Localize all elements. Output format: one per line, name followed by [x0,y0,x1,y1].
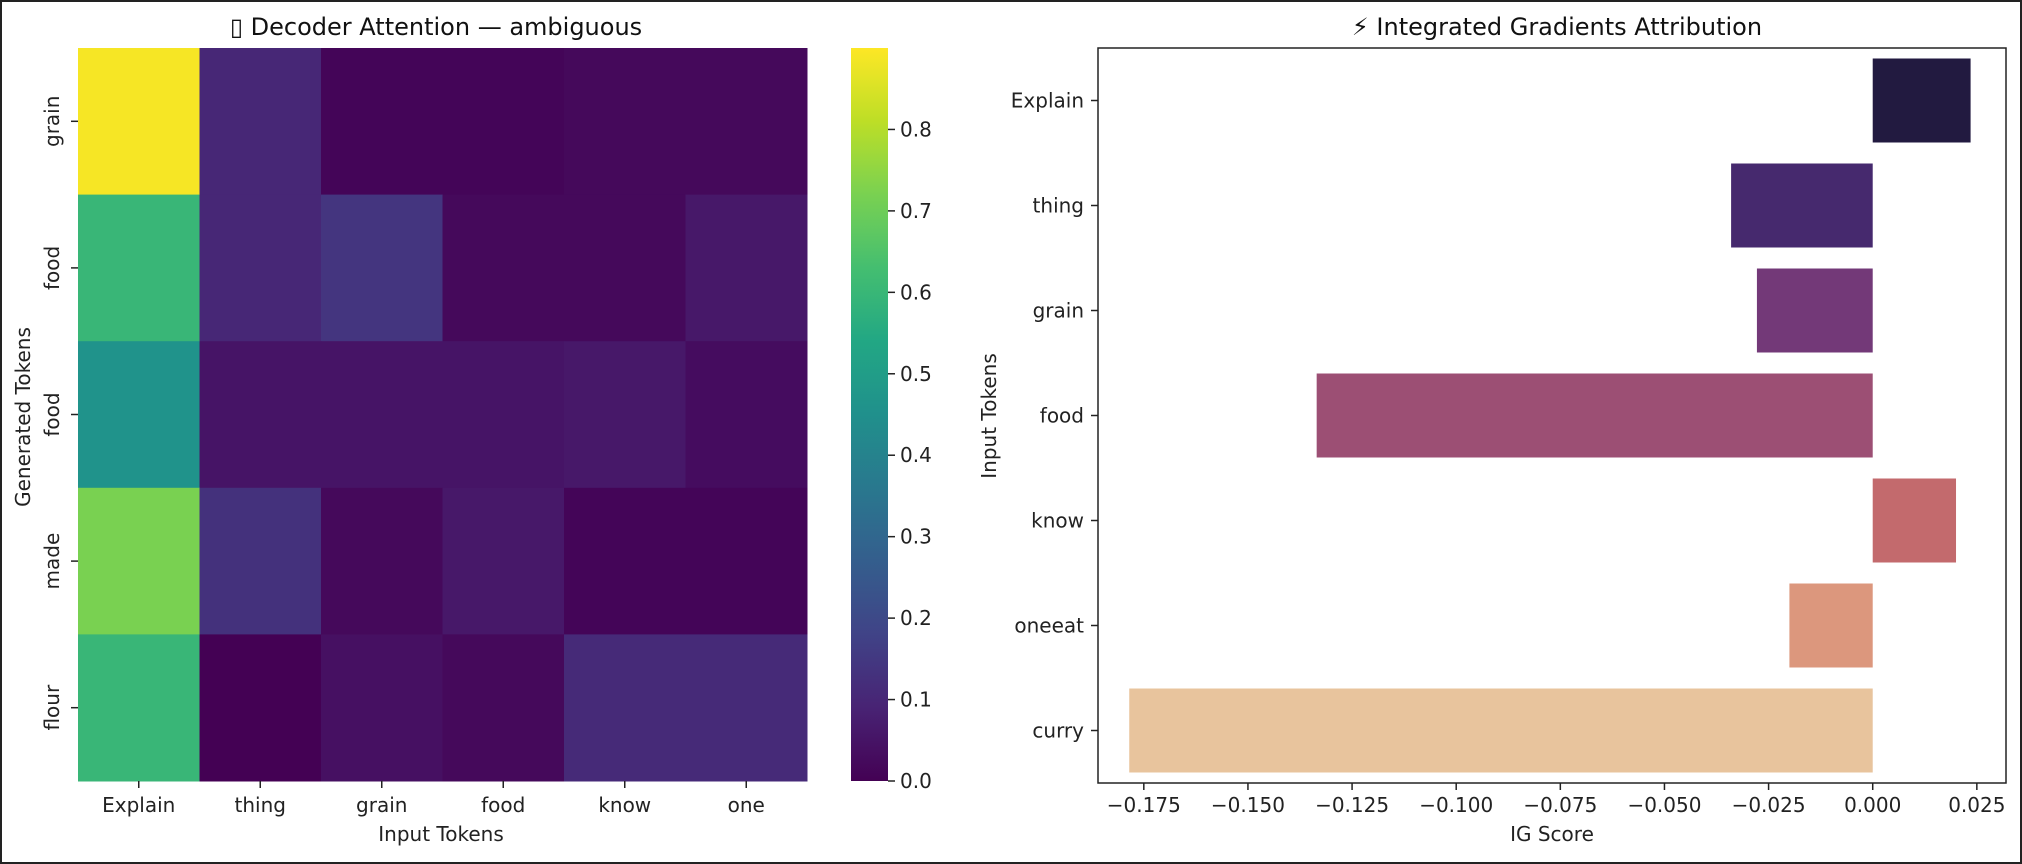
heatmap-cell [564,341,686,489]
colorbar: 0.0 0.1 0.2 0.3 0.4 0.5 0.6 0.7 0.8 [851,48,932,793]
heatmap-x-ticks: Explain thing grain food know one [102,781,765,817]
heatmap-cell [685,341,808,489]
colorbar-tick-label: 0.2 [900,606,932,630]
bar-y-tick-label: curry [1032,719,1084,743]
bar-chart-y-axis-label: Input Tokens [977,353,1001,478]
bar-chart-axes: Explain thing grain food know oneeat curry −0.1… [1011,47,2007,817]
bar-x-tick-label: −0.050 [1627,793,1701,817]
colorbar-tick-label: 0.3 [900,525,932,549]
heatmap-cell [442,48,565,196]
heatmap-y-tick-label: food [40,392,64,436]
bar-x-tick-label: −0.075 [1523,793,1597,817]
bar-y-tick-label: grain [1033,299,1084,323]
heatmap-x-tick-label: food [481,793,525,817]
heatmap-x-axis-label: Input Tokens [378,822,503,846]
bar-y-tick-label: food [1040,404,1084,428]
heatmap-cell [442,341,565,489]
heatmap-cell [321,487,443,635]
ig-bar [1316,373,1873,458]
colorbar-gradient [851,48,888,781]
heatmap-y-ticks: grain food food made flour [40,96,78,731]
heatmap-cell [199,487,322,635]
heatmap-x-tick-label: grain [356,793,407,817]
heatmap-cell [199,194,322,342]
colorbar-tick-label: 0.7 [900,199,932,223]
heatmap-x-tick-label: thing [235,793,286,817]
bar-x-tick-label: −0.150 [1211,793,1285,817]
bar-y-tick-label: know [1031,509,1084,533]
heatmap-y-tick-label: flour [40,684,64,731]
bar-y-tick-label: oneeat [1014,614,1084,638]
heatmap-cell [199,48,322,196]
heatmap-cell [321,341,443,489]
heatmap-cell [321,634,443,782]
bar-y-tick-label: Explain [1011,89,1084,113]
heatmap-cell [199,341,322,489]
ig-bar [1756,268,1873,353]
heatmap-y-tick-label: food [40,246,64,290]
bar-x-tick-label: −0.125 [1315,793,1389,817]
colorbar-tick-label: 0.0 [900,769,932,793]
heatmap-cell [321,48,443,196]
heatmap-cell [78,634,200,782]
heatmap-y-tick-label: grain [40,96,64,147]
heatmap-cell [685,194,808,342]
heatmap-x-tick-label: know [598,793,651,817]
bar-x-tick-label: 0.025 [1948,793,2005,817]
heatmap-cell [685,634,808,782]
heatmap-cell [78,48,200,196]
heatmap-cell [564,487,686,635]
bar-x-tick-label: −0.175 [1107,793,1181,817]
ig-bar-chart: ⚡ Integrated Gradients Attribution Expla… [977,13,2007,846]
heatmap-cell [685,487,808,635]
heatmap-cell [442,487,565,635]
heatmap-x-tick-label: one [728,793,765,817]
heatmap-cell [442,194,565,342]
heatmap-cell [564,48,686,196]
heatmap-cell [442,634,565,782]
heatmap-cells [78,48,808,782]
heatmap-y-tick-label: made [40,533,64,590]
bar-x-tick-label: 0.000 [1844,793,1901,817]
heatmap-cell [564,194,686,342]
colorbar-tick-label: 0.5 [900,362,932,386]
heatmap-cell [78,341,200,489]
ig-bar [1789,583,1873,668]
bar-x-tick-label: −0.025 [1732,793,1806,817]
ig-bar [1129,688,1873,773]
bar-x-tick-label: −0.100 [1419,793,1493,817]
bar-y-tick-label: thing [1033,194,1084,218]
heatmap-x-tick-label: Explain [102,793,175,817]
ig-bars [1129,58,1971,773]
colorbar-tick-label: 0.6 [900,280,932,304]
heatmap-cell [321,194,443,342]
heatmap-cell [78,194,200,342]
heatmap-chart: ▯ Decoder Attention — ambiguous Explain t… [11,13,932,846]
ig-bar [1872,58,1971,143]
ig-bar [1872,478,1957,563]
heatmap-cell [564,634,686,782]
heatmap-cell [199,634,322,782]
colorbar-tick-label: 0.8 [900,117,932,141]
colorbar-tick-label: 0.4 [900,443,932,467]
colorbar-tick-label: 0.1 [900,688,932,712]
heatmap-cell [78,487,200,635]
heatmap-y-axis-label: Generated Tokens [11,327,35,507]
ig-bar [1731,163,1873,248]
heatmap-cell [685,48,808,196]
heatmap-title: ▯ Decoder Attention — ambiguous [230,13,642,41]
bar-chart-axes-frame [1097,47,2007,784]
bar-chart-title: ⚡ Integrated Gradients Attribution [1352,13,1762,41]
bar-chart-x-axis-label: IG Score [1510,822,1594,846]
